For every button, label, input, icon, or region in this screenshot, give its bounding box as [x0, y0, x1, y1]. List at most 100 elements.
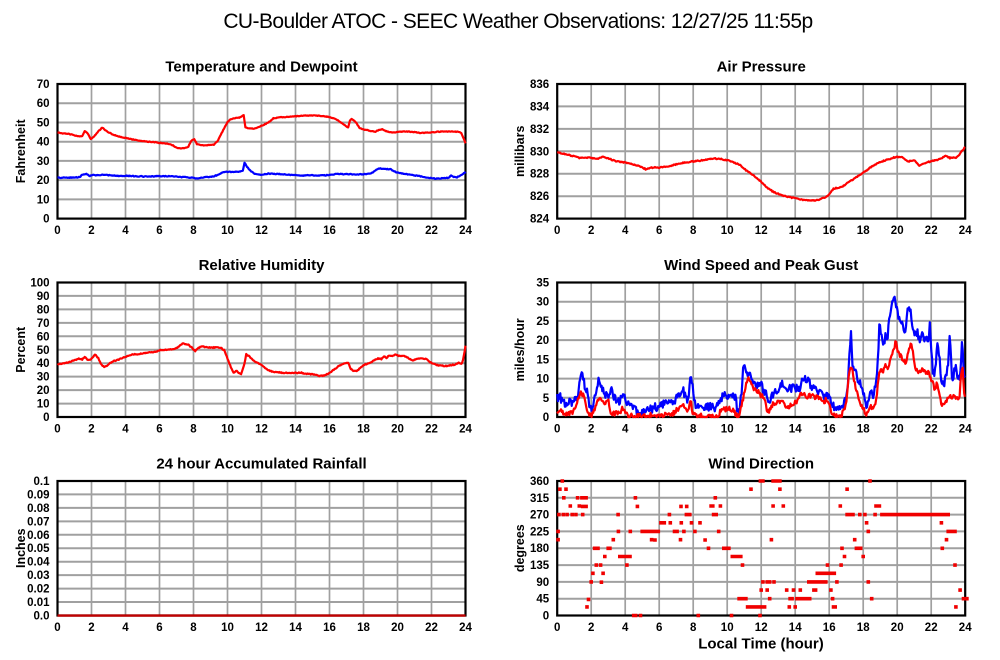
svg-text:16: 16	[323, 622, 336, 634]
svg-text:24 hour Accumulated Rainfall: 24 hour Accumulated Rainfall	[156, 456, 366, 473]
svg-text:18: 18	[857, 622, 870, 634]
svg-text:8: 8	[690, 622, 697, 634]
svg-text:18: 18	[357, 622, 370, 634]
svg-text:25: 25	[536, 316, 549, 328]
svg-text:20: 20	[391, 225, 404, 237]
svg-text:12: 12	[255, 424, 268, 436]
svg-text:10: 10	[536, 374, 549, 386]
svg-text:10: 10	[37, 399, 50, 411]
svg-text:16: 16	[823, 424, 836, 436]
svg-text:70: 70	[37, 79, 50, 91]
svg-text:6: 6	[656, 225, 662, 237]
svg-text:50: 50	[37, 118, 50, 130]
svg-text:8: 8	[690, 225, 697, 237]
svg-text:0.09: 0.09	[27, 489, 49, 501]
svg-text:10: 10	[221, 424, 234, 436]
svg-text:20: 20	[37, 385, 50, 397]
svg-text:CU-Boulder ATOC - SEEC Weather: CU-Boulder ATOC - SEEC Weather Observati…	[223, 10, 812, 33]
svg-text:0: 0	[54, 424, 60, 436]
svg-text:0.03: 0.03	[27, 570, 49, 582]
svg-text:0.08: 0.08	[27, 503, 50, 515]
svg-text:0.06: 0.06	[27, 530, 49, 542]
svg-text:18: 18	[857, 424, 870, 436]
svg-text:35: 35	[536, 278, 549, 290]
svg-text:18: 18	[357, 424, 370, 436]
svg-text:40: 40	[37, 358, 50, 370]
svg-text:20: 20	[891, 622, 904, 634]
svg-text:Wind Direction: Wind Direction	[708, 456, 814, 473]
svg-text:0.05: 0.05	[27, 543, 50, 555]
svg-text:135: 135	[530, 560, 550, 572]
svg-text:18: 18	[857, 225, 870, 237]
svg-text:10: 10	[721, 225, 734, 237]
svg-text:20: 20	[391, 622, 404, 634]
svg-text:Percent: Percent	[14, 326, 28, 373]
svg-text:60: 60	[37, 331, 50, 343]
svg-text:degrees: degrees	[513, 524, 527, 572]
svg-text:12: 12	[755, 225, 768, 237]
svg-text:40: 40	[37, 137, 50, 149]
svg-text:60: 60	[37, 98, 50, 110]
svg-text:22: 22	[425, 622, 438, 634]
svg-text:0: 0	[554, 424, 560, 436]
svg-text:4: 4	[122, 225, 129, 237]
svg-text:45: 45	[536, 594, 549, 606]
svg-text:22: 22	[925, 225, 938, 237]
svg-text:22: 22	[425, 424, 438, 436]
svg-text:16: 16	[323, 424, 336, 436]
svg-text:Air Pressure: Air Pressure	[717, 59, 806, 76]
svg-text:6: 6	[156, 622, 162, 634]
svg-text:828: 828	[530, 169, 550, 181]
svg-text:4: 4	[122, 622, 129, 634]
svg-text:4: 4	[622, 225, 629, 237]
svg-text:834: 834	[530, 101, 550, 113]
svg-text:Temperature and Dewpoint: Temperature and Dewpoint	[165, 59, 357, 76]
svg-text:10: 10	[221, 622, 234, 634]
svg-text:100: 100	[30, 278, 49, 290]
svg-text:8: 8	[190, 225, 197, 237]
svg-text:0.02: 0.02	[27, 584, 49, 596]
svg-text:6: 6	[656, 622, 662, 634]
svg-text:6: 6	[156, 225, 162, 237]
svg-text:4: 4	[622, 424, 629, 436]
svg-text:30: 30	[37, 156, 50, 168]
svg-text:24: 24	[459, 424, 472, 436]
svg-text:0: 0	[543, 412, 549, 424]
svg-text:2: 2	[588, 622, 594, 634]
svg-text:22: 22	[925, 622, 938, 634]
svg-text:80: 80	[37, 304, 50, 316]
svg-text:6: 6	[156, 424, 162, 436]
svg-text:12: 12	[755, 424, 768, 436]
svg-text:16: 16	[823, 622, 836, 634]
svg-text:20: 20	[37, 175, 50, 187]
svg-text:20: 20	[891, 424, 904, 436]
svg-text:8: 8	[190, 622, 197, 634]
svg-text:20: 20	[891, 225, 904, 237]
svg-text:24: 24	[959, 225, 972, 237]
svg-text:0: 0	[43, 214, 49, 226]
svg-text:0: 0	[54, 225, 60, 237]
svg-text:22: 22	[425, 225, 438, 237]
svg-text:10: 10	[721, 622, 734, 634]
svg-text:0: 0	[554, 622, 560, 634]
svg-text:12: 12	[255, 622, 268, 634]
svg-text:0: 0	[554, 225, 560, 237]
svg-text:0: 0	[543, 611, 549, 623]
svg-text:0.07: 0.07	[27, 516, 49, 528]
svg-text:4: 4	[122, 424, 129, 436]
svg-text:14: 14	[289, 622, 302, 634]
svg-text:90: 90	[536, 577, 549, 589]
svg-text:315: 315	[530, 493, 550, 505]
svg-text:Fahrenheit: Fahrenheit	[14, 119, 28, 184]
svg-text:16: 16	[323, 225, 336, 237]
svg-text:14: 14	[789, 622, 802, 634]
svg-text:830: 830	[530, 146, 549, 158]
svg-text:180: 180	[530, 543, 549, 555]
svg-text:Local Time (hour): Local Time (hour)	[698, 635, 824, 652]
svg-text:4: 4	[622, 622, 629, 634]
svg-text:10: 10	[721, 424, 734, 436]
svg-text:2: 2	[88, 424, 94, 436]
svg-text:836: 836	[530, 79, 549, 91]
svg-text:16: 16	[823, 225, 836, 237]
svg-text:14: 14	[789, 225, 802, 237]
